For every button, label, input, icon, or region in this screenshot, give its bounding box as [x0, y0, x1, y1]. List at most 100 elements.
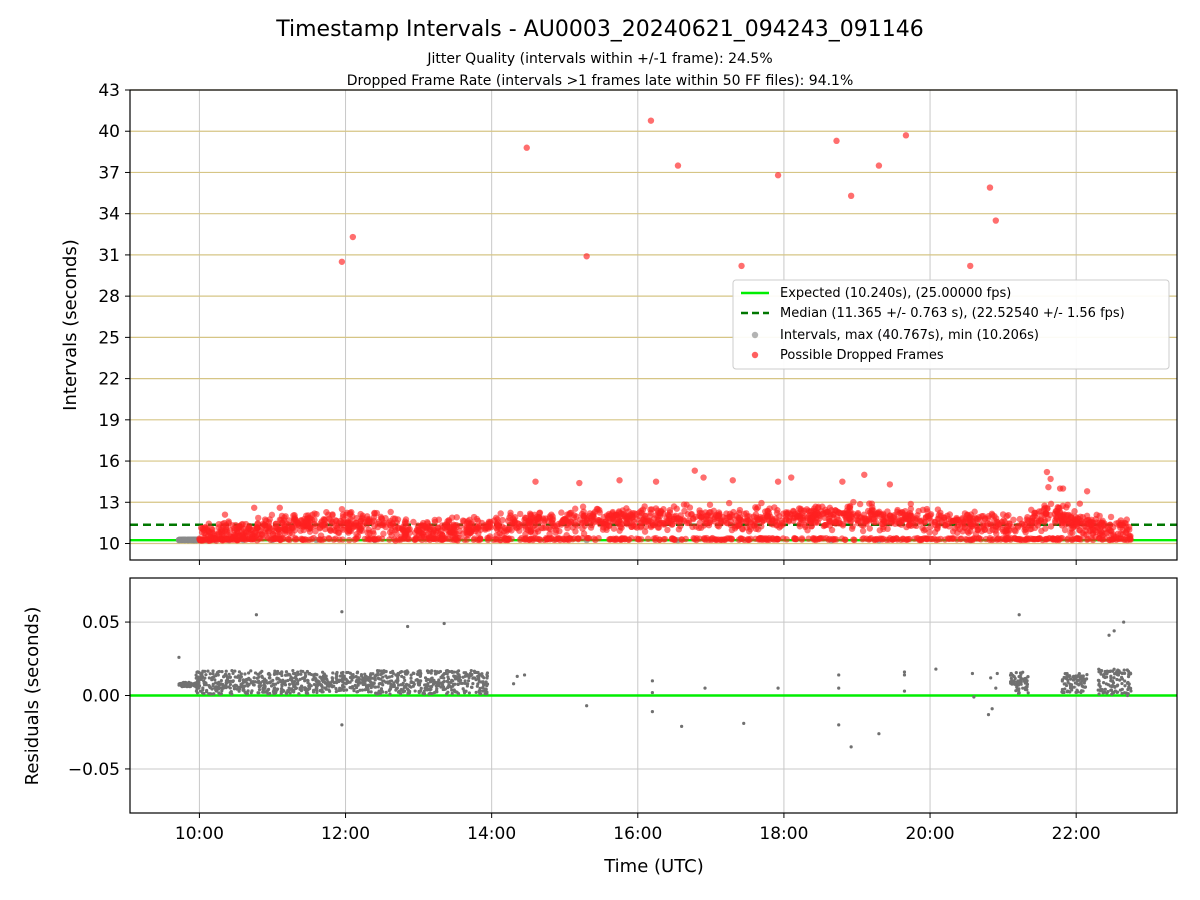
residual-point [209, 692, 213, 696]
dropped-frame-point [953, 536, 961, 543]
residual-point [434, 684, 438, 688]
residual-point [1011, 679, 1015, 683]
residual-point [522, 673, 527, 677]
dropped-frame-point [878, 535, 885, 542]
residual-point [877, 732, 881, 736]
dropped-frame-point [893, 535, 900, 542]
dropped-frame-point [641, 503, 648, 510]
dropped-frame-point [847, 192, 855, 200]
residual-point [328, 683, 332, 687]
dropped-frame-point [330, 536, 337, 543]
residual-point [281, 688, 285, 692]
residual-point [255, 680, 260, 684]
dropped-frame-point [861, 471, 868, 478]
dropped-frame-point [783, 536, 790, 543]
interval-point [175, 536, 183, 544]
dropped-frame-point [822, 534, 830, 542]
dropped-frame-point [903, 523, 910, 531]
dropped-frame-point [394, 536, 402, 543]
dropped-frame-point [770, 536, 778, 543]
dropped-frame-point [718, 518, 725, 525]
residuals-x-tick-label: 16:00 [613, 824, 662, 844]
dropped-frame-point [238, 530, 245, 537]
residual-point [474, 690, 478, 694]
residual-point [350, 675, 354, 679]
intervals-y-tick-label: 28 [98, 287, 120, 307]
dropped-frame-point [370, 530, 377, 537]
dropped-frame-point [1126, 526, 1133, 533]
dropped-frame-point [373, 509, 380, 517]
dropped-frame-point [967, 536, 975, 544]
dropped-frame-point [292, 534, 299, 542]
residual-point [1015, 680, 1019, 684]
dropped-frame-point [337, 517, 344, 525]
dropped-frame-point [739, 535, 746, 543]
dropped-frame-point [788, 474, 795, 481]
dropped-frame-point [859, 535, 866, 543]
residual-point [345, 670, 349, 675]
residual-point [324, 677, 329, 681]
residual-point [296, 672, 300, 677]
dropped-frame-point [999, 535, 1006, 542]
residual-point [1066, 680, 1070, 684]
dropped-frame-point [647, 117, 655, 124]
residual-point [217, 691, 221, 695]
dropped-frame-point [391, 524, 399, 531]
residual-point [1061, 690, 1065, 695]
residual-point [427, 692, 431, 696]
residual-point [274, 691, 278, 695]
dropped-frame-point [924, 513, 932, 520]
dropped-frame-point [743, 517, 750, 525]
dropped-frame-point [766, 505, 773, 512]
residual-point [1110, 692, 1114, 696]
dropped-frame-point [886, 481, 894, 488]
dropped-frame-point [339, 536, 346, 543]
dropped-frame-point [1120, 536, 1128, 543]
dropped-frame-point [843, 514, 850, 521]
dropped-frame-point [411, 536, 419, 544]
residual-point [485, 671, 490, 675]
dropped-frame-point [1047, 500, 1055, 508]
residual-point [353, 683, 357, 687]
dropped-frame-point [922, 526, 929, 533]
residual-point [1129, 686, 1133, 691]
residual-point [1073, 681, 1077, 685]
residual-point [1081, 674, 1085, 678]
dropped-frame-point [1031, 509, 1038, 516]
residual-point [366, 690, 371, 694]
dropped-frame-point [986, 184, 994, 191]
residual-point [461, 675, 465, 679]
residual-point [394, 673, 398, 677]
dropped-frame-point [942, 522, 950, 529]
residual-point [368, 673, 373, 677]
dropped-frame-point [873, 535, 880, 543]
dropped-frame-point [812, 536, 819, 544]
dropped-frame-point [493, 514, 500, 521]
residual-point [989, 676, 993, 680]
dropped-frame-point [318, 536, 326, 544]
dropped-frame-point [913, 522, 920, 530]
legend-dropped-label: Possible Dropped Frames [780, 348, 944, 363]
residual-point [202, 681, 206, 685]
dropped-frame-point [410, 518, 417, 526]
residual-point [461, 687, 465, 691]
dropped-frame-point [706, 501, 714, 508]
dropped-frame-point [700, 474, 707, 481]
dropped-frame-point [1054, 535, 1062, 542]
residual-point [376, 691, 380, 695]
dropped-frame-point [522, 530, 529, 538]
residual-point [445, 672, 449, 676]
residual-point [238, 676, 242, 680]
dropped-frame-point [275, 528, 283, 536]
dropped-frame-point [367, 536, 374, 543]
residual-point [442, 621, 446, 626]
residual-point [430, 676, 434, 680]
residual-point [365, 687, 369, 691]
residual-point [207, 676, 211, 680]
residual-point [214, 685, 218, 689]
residual-point [413, 689, 417, 693]
dropped-frame-point [799, 514, 807, 522]
dropped-frame-point [799, 509, 806, 517]
residual-point [1126, 669, 1131, 673]
residual-point [1112, 629, 1116, 633]
